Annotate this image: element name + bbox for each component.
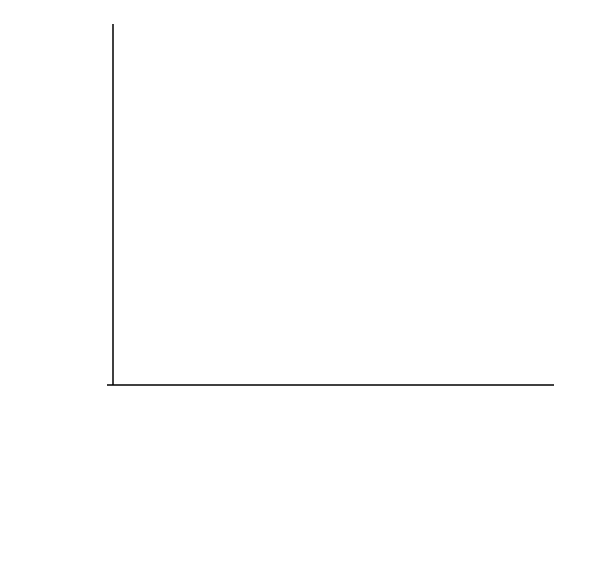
flavonoid-bar-chart [0,0,600,568]
